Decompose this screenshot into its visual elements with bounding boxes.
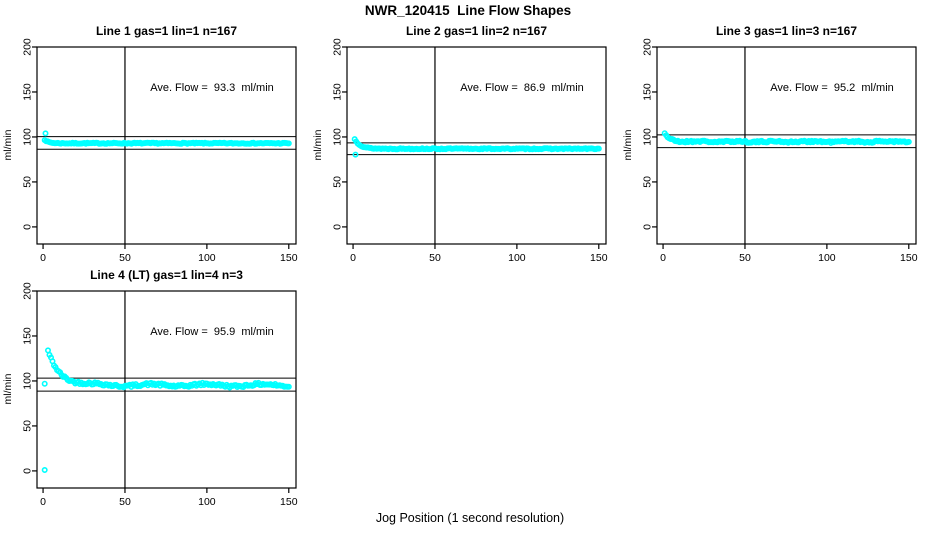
y-axis-tick-label: 50 (332, 176, 344, 188)
x-axis-tick-label: 0 (660, 252, 666, 264)
data-point (595, 145, 602, 152)
plot-box (36, 290, 297, 489)
panel-title: Line 3 gas=1 lin=3 n=167 (715, 24, 858, 38)
panel-title: Line 2 gas=1 lin=2 n=167 (405, 24, 548, 38)
plot-box (36, 46, 297, 245)
y-axis-tick-label: 100 (332, 128, 344, 146)
x-axis-tick-label: 0 (350, 252, 356, 264)
plot-svg: ml/min 0 50 100 150 0 50 100 150 200 (622, 38, 918, 264)
x-axis-tick-label: 150 (280, 252, 298, 264)
ave-flow-label: Ave. Flow = 95.9 ml/min (150, 326, 274, 338)
y-axis-tick-label: 150 (21, 83, 33, 101)
panel-title: Line 1 gas=1 lin=1 n=167 (95, 24, 238, 38)
y-axis-label: ml/min (2, 373, 14, 404)
plot-box (346, 46, 607, 245)
panel-line-1: Line 1 gas=1 lin=1 n=167 ml/min 0 50 100 15… (0, 20, 306, 282)
plot-svg: ml/min 0 50 100 150 0 50 100 150 200 (312, 38, 608, 264)
x-axis-tick-label: 150 (280, 496, 298, 508)
y-axis-tick-label: 100 (22, 372, 34, 390)
y-axis-tick-label: 50 (22, 176, 34, 188)
y-axis-tick-label: 100 (22, 128, 34, 146)
y-axis-tick-label: 0 (332, 224, 344, 230)
ave-flow-label: Ave. Flow = 86.9 ml/min (460, 82, 584, 94)
y-axis-tick-label: 50 (642, 176, 654, 188)
outlier-point (42, 130, 49, 137)
x-axis-title: Jog Position (1 second resolution) (375, 511, 565, 525)
x-axis-tick-label: 150 (900, 252, 918, 264)
panel-title: Line 4 (LT) gas=1 lin=4 n=3 (90, 268, 243, 282)
data-point (285, 140, 292, 147)
x-axis-tick-label: 0 (40, 252, 46, 264)
y-axis-tick-label: 200 (332, 38, 344, 56)
x-axis-tick-label: 50 (739, 252, 751, 264)
x-axis-tick-label: 150 (590, 252, 608, 264)
y-axis-tick-label: 200 (22, 282, 34, 300)
panel-line-3: Line 3 gas=1 lin=3 n=167 ml/min 0 50 100 15… (620, 20, 926, 282)
x-axis-tick-label: 100 (198, 252, 216, 264)
plot-svg: ml/min 0 50 100 150 0 50 100 150 200 (2, 38, 298, 264)
y-axis-tick-label: 0 (22, 468, 34, 474)
x-axis-tick-label: 50 (429, 252, 441, 264)
data-point (905, 138, 912, 145)
y-axis-tick-label: 150 (642, 83, 654, 101)
y-axis-tick-label: 50 (22, 420, 34, 432)
y-axis-tick-label: 200 (642, 38, 654, 56)
x-axis-tick-label: 50 (119, 252, 131, 264)
plot-svg: ml/min 0 50 100 150 0 50 100 150 200 (2, 282, 298, 508)
data-point (285, 383, 292, 390)
plot-box (656, 46, 917, 245)
y-axis-label: ml/min (2, 129, 14, 160)
y-axis-tick-label: 200 (22, 38, 34, 56)
ave-flow-label: Ave. Flow = 93.3 ml/min (150, 82, 274, 94)
x-axis-tick-label: 100 (818, 252, 836, 264)
x-axis-tick-label: 100 (508, 252, 526, 264)
panel-line-2: Line 2 gas=1 lin=2 n=167 ml/min 0 50 100 15… (310, 20, 616, 282)
panel-line-4: Line 4 (LT) gas=1 lin=4 n=3 ml/min 0 50 10… (0, 264, 306, 526)
outlier-point (41, 467, 48, 474)
outlier-point (41, 380, 48, 387)
main-title: NWR_120415 Line Flow Shapes (364, 3, 572, 18)
y-axis-tick-label: 150 (332, 83, 344, 101)
x-axis-tick-label: 0 (40, 496, 46, 508)
y-axis-tick-label: 0 (22, 224, 34, 230)
y-axis-tick-label: 150 (21, 327, 33, 345)
outlier-point (352, 151, 359, 158)
x-axis-tick-label: 100 (198, 496, 216, 508)
y-axis-tick-label: 0 (642, 224, 654, 230)
y-axis-label: ml/min (622, 129, 634, 160)
y-axis-tick-label: 100 (642, 128, 654, 146)
ave-flow-label: Ave. Flow = 95.2 ml/min (770, 82, 894, 94)
x-axis-tick-label: 50 (119, 496, 131, 508)
y-axis-label: ml/min (312, 129, 324, 160)
